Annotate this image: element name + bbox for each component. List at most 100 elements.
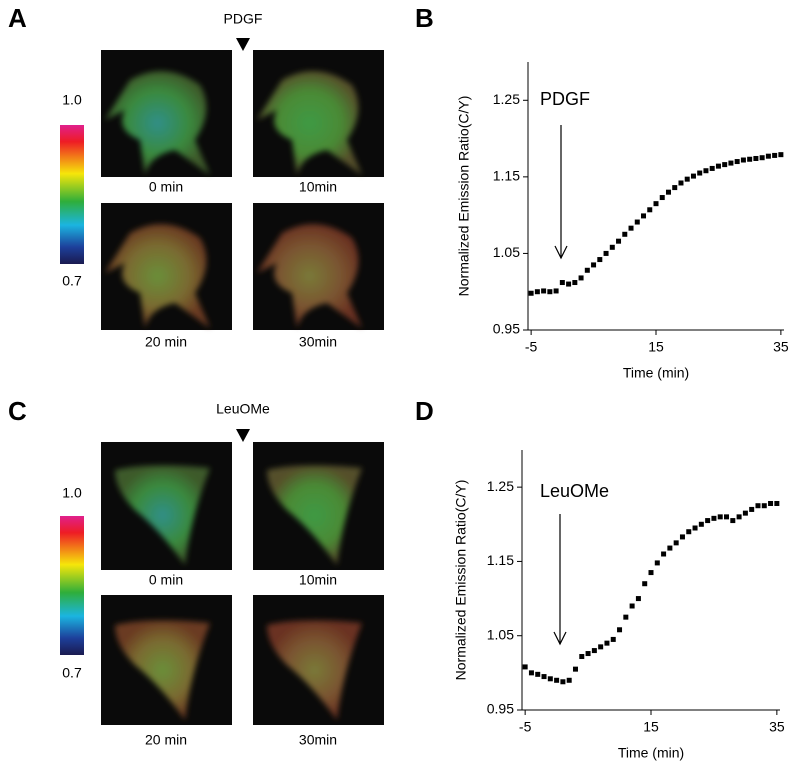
data-point bbox=[692, 525, 698, 531]
y-tick-label: 1.15 bbox=[493, 168, 520, 184]
x-tick-label: 15 bbox=[648, 339, 664, 355]
arrowhead bbox=[236, 38, 250, 51]
panel-letter: B bbox=[415, 3, 434, 33]
colorbar bbox=[60, 125, 84, 264]
data-point bbox=[654, 560, 660, 566]
colorbar-min: 0.7 bbox=[62, 273, 82, 289]
arrowhead bbox=[236, 429, 250, 442]
data-point bbox=[554, 677, 560, 683]
data-point bbox=[541, 674, 547, 680]
y-tick-label: 1.15 bbox=[487, 552, 514, 568]
y-tick-label: 1.05 bbox=[493, 244, 520, 260]
data-point bbox=[591, 262, 597, 268]
data-point bbox=[730, 518, 736, 524]
data-point bbox=[547, 289, 553, 295]
data-point bbox=[584, 267, 590, 273]
data-point bbox=[686, 529, 692, 535]
y-tick-label: 1.25 bbox=[493, 91, 520, 107]
x-tick-label: 35 bbox=[773, 339, 789, 355]
data-point bbox=[740, 157, 746, 163]
data-point bbox=[617, 627, 623, 633]
panel-letter: C bbox=[8, 396, 27, 426]
data-point bbox=[678, 180, 684, 186]
x-axis-label: Time (min) bbox=[618, 745, 684, 761]
data-point bbox=[661, 551, 667, 557]
annotation: PDGF bbox=[540, 89, 590, 109]
y-axis-label: Normalized Emission Ratio(C/Y) bbox=[456, 96, 472, 297]
data-point bbox=[665, 189, 671, 195]
y-axis-label: Normalized Emission Ratio(C/Y) bbox=[453, 480, 469, 681]
data-point bbox=[634, 219, 640, 225]
time-caption: 20 min bbox=[145, 732, 187, 748]
data-point bbox=[698, 521, 704, 527]
data-point bbox=[653, 201, 659, 207]
data-point bbox=[572, 666, 578, 672]
data-point bbox=[616, 238, 622, 244]
annotation-arrowhead bbox=[554, 245, 568, 260]
data-point bbox=[572, 280, 578, 286]
data-point bbox=[597, 257, 603, 263]
data-point bbox=[541, 288, 547, 294]
data-point bbox=[673, 540, 679, 546]
data-point bbox=[648, 570, 654, 576]
data-point bbox=[578, 275, 584, 281]
data-point bbox=[717, 514, 723, 520]
data-point bbox=[715, 163, 721, 169]
colorbar bbox=[60, 516, 84, 655]
data-point bbox=[667, 545, 673, 551]
y-tick-label: 0.95 bbox=[487, 701, 514, 717]
data-point bbox=[628, 225, 634, 231]
data-point bbox=[629, 603, 635, 609]
data-point bbox=[659, 195, 665, 201]
data-point bbox=[534, 289, 540, 295]
data-point bbox=[722, 162, 728, 168]
time-caption: 30min bbox=[299, 732, 337, 748]
time-caption: 10min bbox=[299, 572, 337, 588]
y-tick-label: 1.05 bbox=[487, 626, 514, 642]
time-caption: 10min bbox=[299, 179, 337, 195]
data-point bbox=[522, 664, 528, 670]
data-point bbox=[736, 514, 742, 520]
data-point bbox=[728, 160, 734, 166]
data-point bbox=[635, 596, 641, 602]
y-tick-label: 0.95 bbox=[493, 321, 520, 337]
data-point bbox=[622, 231, 628, 237]
data-point bbox=[778, 152, 784, 158]
data-point bbox=[641, 213, 647, 219]
data-point bbox=[603, 250, 609, 256]
data-point bbox=[560, 679, 566, 685]
data-point bbox=[749, 506, 755, 512]
x-tick-label: 15 bbox=[643, 719, 659, 735]
data-point bbox=[759, 155, 765, 161]
data-point bbox=[765, 153, 771, 159]
data-point bbox=[547, 676, 553, 682]
data-point bbox=[623, 614, 629, 620]
data-point bbox=[559, 280, 565, 286]
data-point bbox=[528, 670, 534, 676]
data-point bbox=[585, 651, 591, 657]
time-caption: 0 min bbox=[149, 179, 183, 195]
panel-letter: D bbox=[415, 396, 434, 426]
time-caption: 30min bbox=[299, 334, 337, 350]
cell-images bbox=[101, 442, 384, 725]
annotation: LeuOMe bbox=[540, 481, 609, 501]
data-point bbox=[579, 654, 585, 660]
data-point bbox=[761, 503, 767, 509]
data-point bbox=[734, 159, 740, 165]
data-point bbox=[772, 152, 778, 158]
colorbar-min: 0.7 bbox=[62, 665, 82, 681]
data-point bbox=[672, 185, 678, 191]
data-point bbox=[528, 290, 534, 296]
x-tick-label: -5 bbox=[525, 339, 538, 355]
data-point bbox=[566, 281, 572, 287]
colorbar-max: 1.0 bbox=[62, 92, 82, 108]
cell-images bbox=[101, 50, 384, 330]
data-point bbox=[724, 514, 730, 520]
data-point bbox=[553, 288, 559, 294]
time-caption: 20 min bbox=[145, 334, 187, 350]
data-point bbox=[598, 644, 604, 650]
x-tick-label: -5 bbox=[519, 719, 532, 735]
y-tick-label: 1.25 bbox=[487, 478, 514, 494]
data-point bbox=[535, 671, 541, 677]
